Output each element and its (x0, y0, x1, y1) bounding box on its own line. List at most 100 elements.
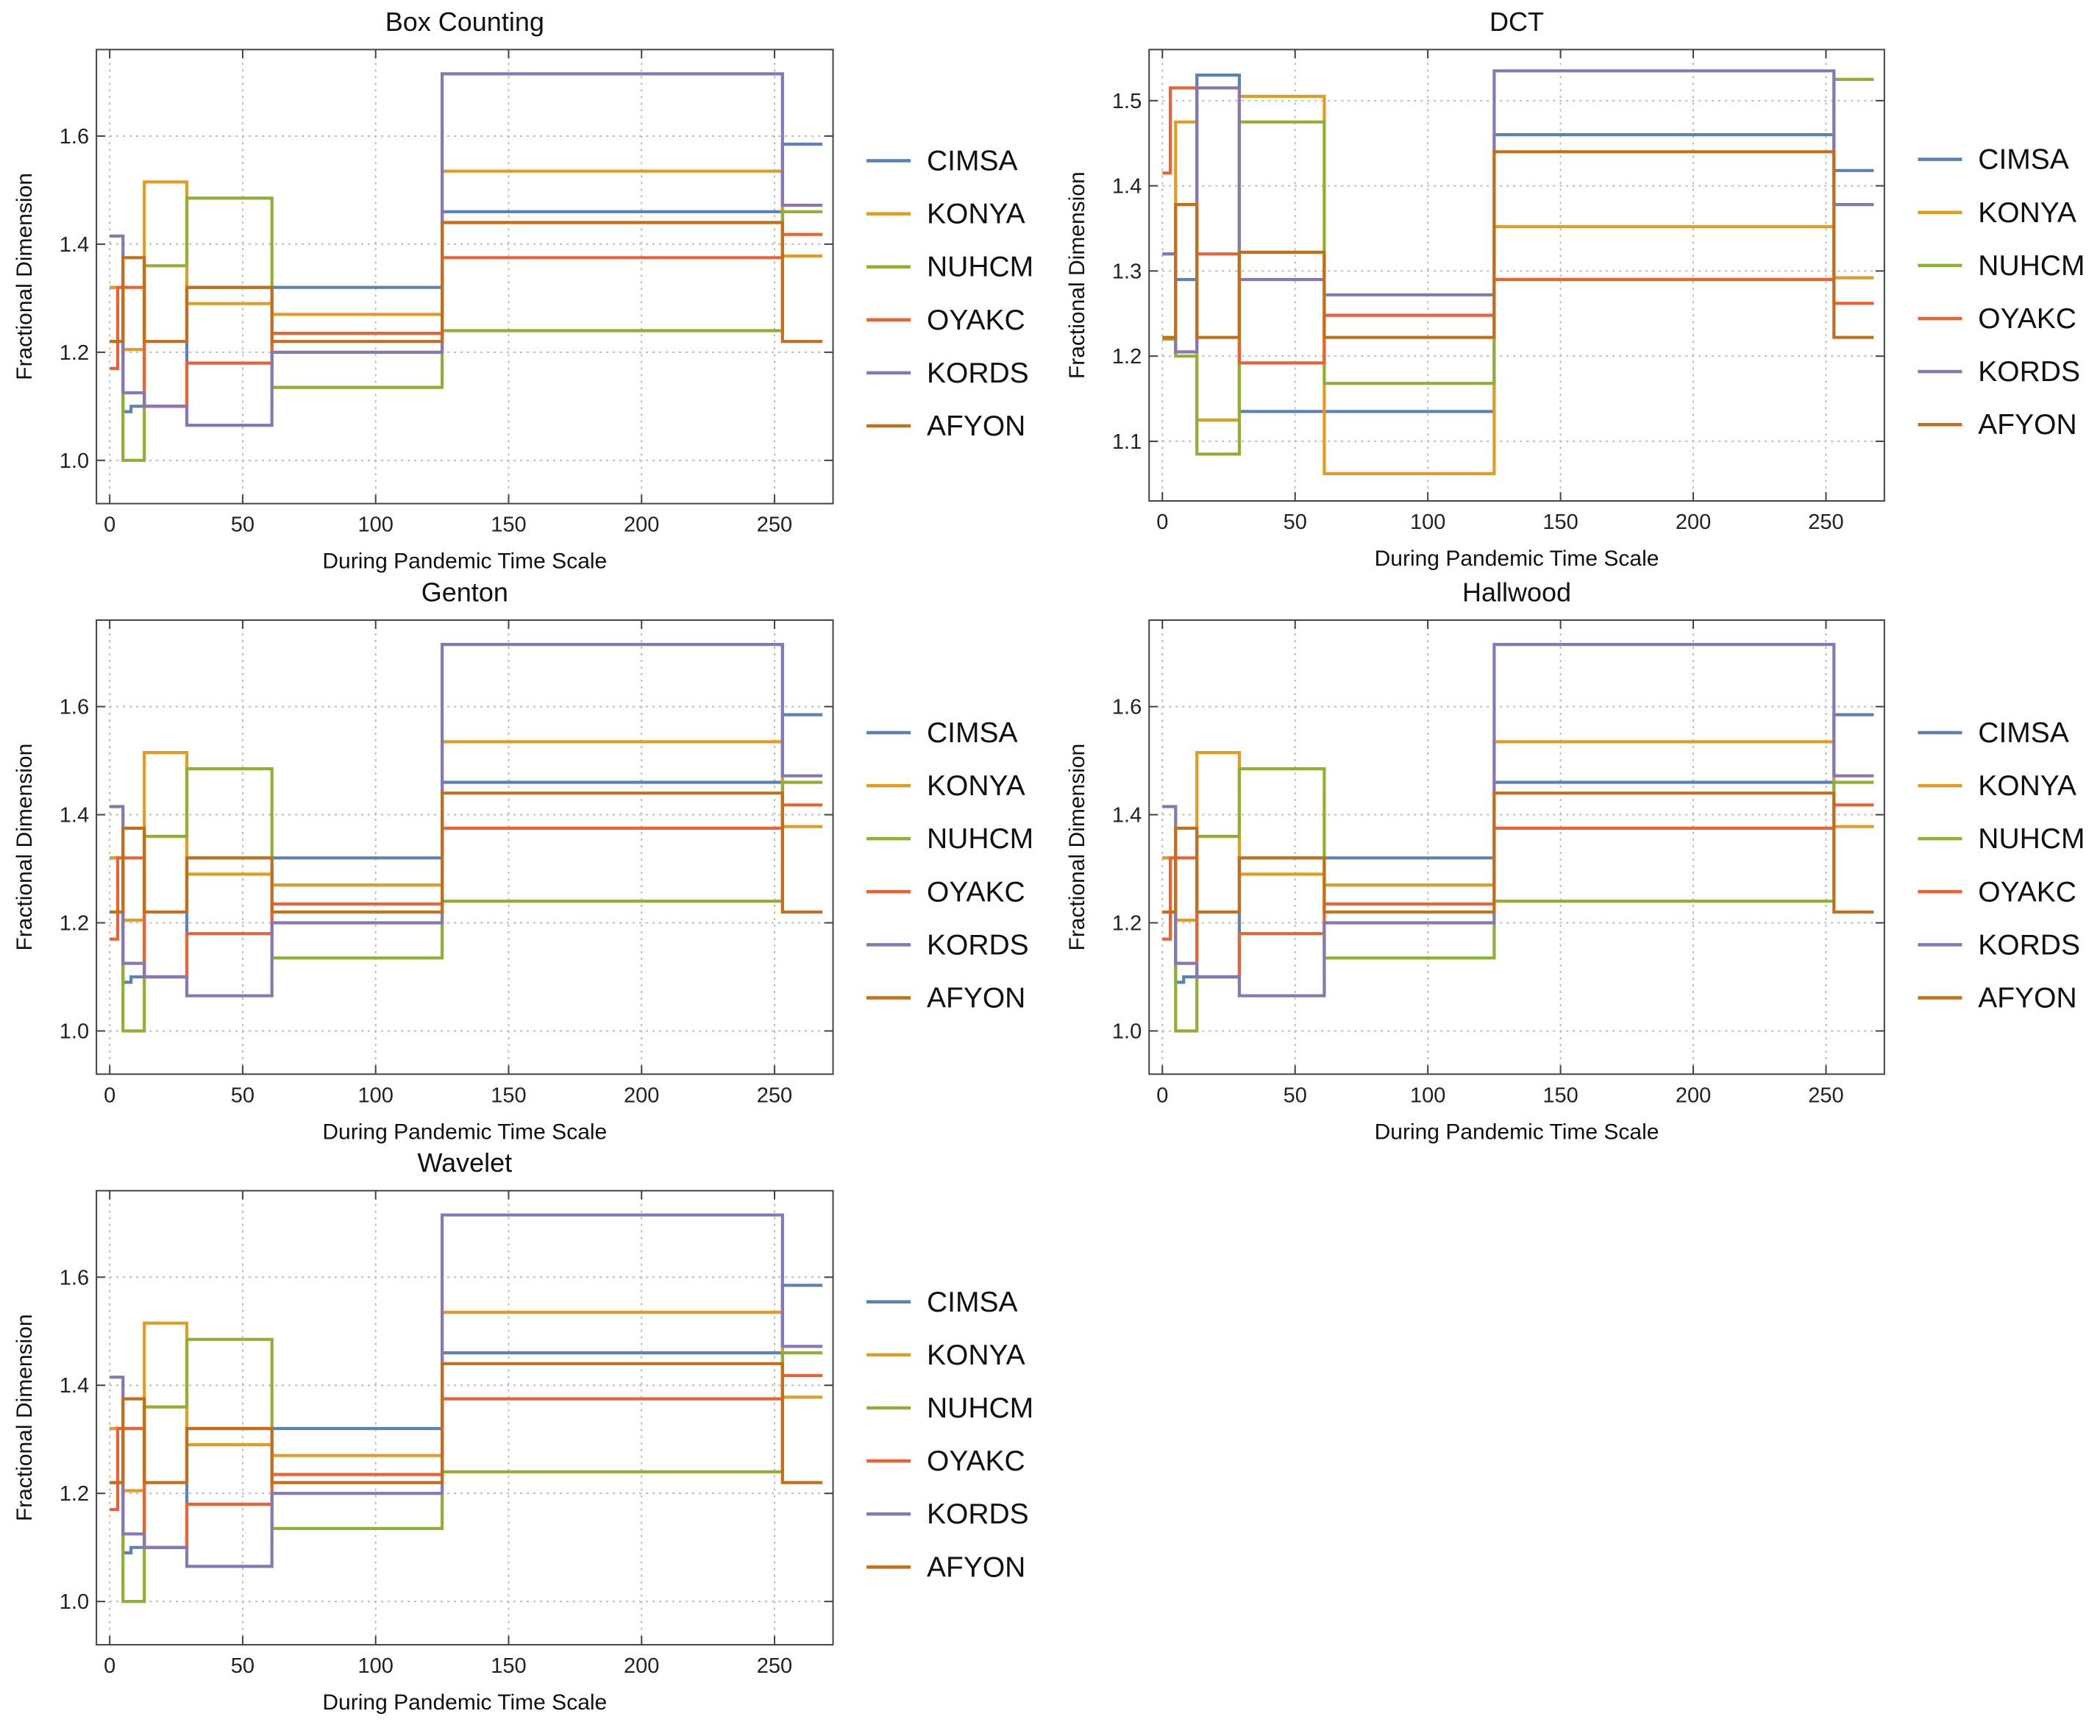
series-line-cimsa (110, 713, 823, 984)
y-tick-label: 1.4 (60, 233, 89, 257)
legend-label-konya: KONYA (1978, 770, 2076, 802)
legend-label-kords: KORDS (927, 357, 1029, 389)
series-line-nuhcm (110, 196, 823, 462)
series-line-kords (1162, 643, 1874, 997)
legend-label-kords: KORDS (927, 929, 1029, 961)
y-tick-label: 1.1 (1112, 430, 1142, 454)
series-line-nuhcm (110, 1337, 823, 1604)
plot-panel-1: DCT 0 50 100 150 200 250 1.1 1.2 1.3 1.4 1.5 During … (1065, 7, 2085, 571)
panel-title: Box Counting (385, 7, 544, 37)
y-axis-label: Fractional Dimension (1065, 171, 1089, 379)
x-tick-label: 0 (104, 1084, 115, 1107)
y-tick-label: 1.6 (60, 696, 89, 719)
y-tick-label: 1.5 (1112, 90, 1142, 113)
series-line-afyon (1162, 791, 1874, 914)
x-tick-label: 50 (1284, 511, 1307, 534)
legend-label-kords: KORDS (1978, 356, 2080, 388)
x-tick-label: 200 (624, 513, 659, 537)
x-tick-label: 200 (1676, 1084, 1711, 1107)
series-line-kords (110, 72, 823, 427)
x-tick-label: 150 (491, 1084, 526, 1107)
legend-label-nuhcm: NUHCM (1978, 250, 2085, 282)
x-tick-label: 0 (104, 1654, 115, 1678)
y-tick-label: 1.3 (1112, 260, 1142, 283)
legend-label-nuhcm: NUHCM (927, 823, 1033, 855)
series-line-afyon (110, 791, 823, 914)
y-tick-label: 1.2 (1112, 345, 1142, 369)
series-line-oyakc (1162, 803, 1874, 979)
legend-label-afyon: AFYON (927, 1551, 1025, 1583)
y-tick-label: 1.4 (60, 804, 89, 828)
y-tick-label: 1.4 (1112, 804, 1142, 828)
x-axis-label: During Pandemic Time Scale (1375, 1120, 1659, 1144)
x-tick-label: 200 (624, 1654, 659, 1678)
legend-label-konya: KONYA (1978, 197, 2076, 229)
x-tick-label: 150 (1542, 511, 1578, 534)
legend-label-afyon: AFYON (1978, 982, 2076, 1014)
x-tick-label: 0 (104, 513, 115, 537)
x-axis-label: During Pandemic Time Scale (322, 1690, 607, 1715)
legend: CIMSA KONYA NUHCM OYAKC KORDS AFYON (866, 717, 1033, 1014)
plot-panel-2: Genton 0 50 100 150 200 250 1.0 1.2 1.4 1.6 During … (13, 577, 1033, 1145)
x-tick-label: 0 (1156, 511, 1168, 534)
series-line-kords (1162, 69, 1874, 354)
series-line-nuhcm (1162, 767, 1874, 1033)
series-line-nuhcm (110, 767, 823, 1033)
series-line-kords (110, 1213, 823, 1568)
x-tick-label: 250 (757, 1654, 792, 1678)
legend-label-cimsa: CIMSA (927, 717, 1018, 749)
y-tick-label: 1.0 (60, 1020, 89, 1043)
x-tick-label: 250 (1808, 1084, 1843, 1107)
x-tick-label: 100 (1410, 1084, 1445, 1107)
legend-label-konya: KONYA (927, 199, 1025, 230)
series-line-afyon (1162, 150, 1874, 339)
legend-label-oyakc: OYAKC (927, 1445, 1025, 1477)
x-tick-label: 100 (1410, 511, 1445, 534)
plot-frame (96, 49, 834, 505)
x-tick-label: 50 (1284, 1084, 1307, 1107)
legend-label-kords: KORDS (927, 1498, 1029, 1530)
legend-label-konya: KONYA (927, 1340, 1025, 1371)
y-axis-label: Fractional Dimension (13, 173, 37, 380)
legend-label-konya: KONYA (927, 770, 1025, 802)
legend-label-cimsa: CIMSA (1978, 717, 2069, 749)
legend-label-afyon: AFYON (1978, 409, 2076, 441)
x-tick-label: 150 (491, 1654, 526, 1678)
legend-label-oyakc: OYAKC (1978, 303, 2076, 335)
legend: CIMSA KONYA NUHCM OYAKC KORDS AFYON (1918, 717, 2085, 1014)
plot-frame (96, 1189, 834, 1646)
legend-label-cimsa: CIMSA (927, 1287, 1018, 1318)
x-tick-label: 150 (491, 513, 526, 537)
series-line-oyakc (110, 1373, 823, 1549)
legend: CIMSA KONYA NUHCM OYAKC KORDS AFYON (1918, 144, 2085, 441)
x-tick-label: 50 (231, 1654, 255, 1678)
legend-label-oyakc: OYAKC (1978, 876, 2076, 908)
x-tick-label: 150 (1542, 1084, 1578, 1107)
y-tick-label: 1.6 (60, 1266, 89, 1289)
y-tick-label: 1.2 (1112, 912, 1142, 936)
panel-title: Hallwood (1462, 577, 1571, 608)
panel-title: DCT (1489, 7, 1544, 37)
plot-panel-3: Hallwood 0 50 100 150 200 250 1.0 1.2 1.4 1.6 Durin… (1065, 577, 2085, 1145)
x-tick-label: 250 (757, 513, 792, 537)
legend-label-nuhcm: NUHCM (1978, 823, 2085, 855)
legend-label-cimsa: CIMSA (927, 145, 1018, 177)
panel-title: Genton (421, 577, 508, 608)
y-axis-label: Fractional Dimension (1065, 744, 1089, 951)
y-axis-label: Fractional Dimension (13, 744, 37, 951)
y-tick-label: 1.0 (60, 1590, 89, 1614)
legend-label-cimsa: CIMSA (1978, 144, 2069, 176)
y-axis-label: Fractional Dimension (13, 1314, 37, 1521)
panel-title: Wavelet (417, 1148, 512, 1178)
legend-label-nuhcm: NUHCM (927, 1392, 1033, 1424)
y-tick-label: 1.0 (60, 449, 89, 473)
y-tick-label: 1.2 (60, 341, 89, 365)
legend-label-oyakc: OYAKC (927, 305, 1025, 336)
legend: CIMSA KONYA NUHCM OYAKC KORDS AFYON (866, 1287, 1033, 1583)
y-tick-label: 1.6 (60, 125, 89, 149)
x-axis-label: During Pandemic Time Scale (322, 549, 607, 574)
x-tick-label: 200 (1676, 511, 1711, 534)
y-tick-label: 1.2 (60, 912, 89, 936)
series-line-oyakc (110, 803, 823, 979)
